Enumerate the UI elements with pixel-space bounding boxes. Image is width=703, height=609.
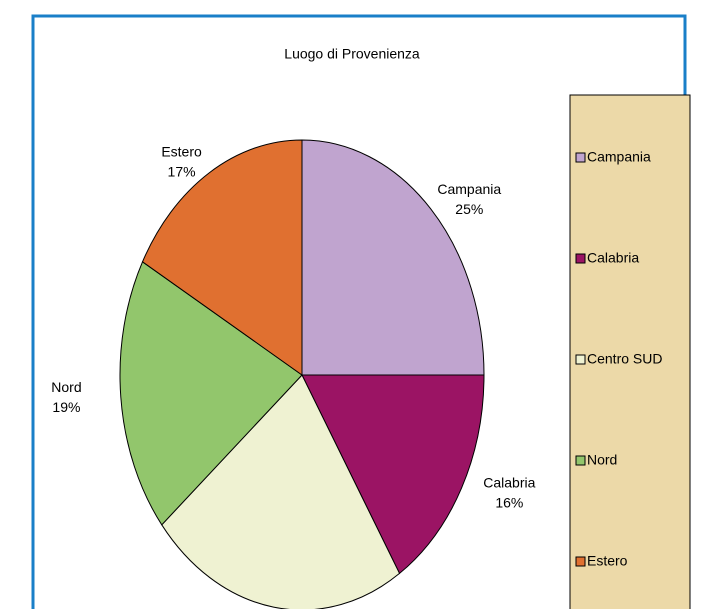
legend-swatch	[575, 354, 586, 365]
legend-box	[569, 94, 691, 609]
legend-label: Calabria	[587, 250, 639, 266]
slice-label-value: 16%	[495, 495, 523, 511]
pie-slice	[141, 139, 303, 376]
legend-swatch	[575, 455, 586, 466]
pie-slice	[119, 261, 303, 526]
slice-label-name: Calabria	[483, 475, 535, 491]
pie-slice	[161, 374, 401, 609]
slice-label-value: 19%	[52, 399, 80, 415]
slice-label-value: 25%	[455, 201, 483, 217]
legend-swatch	[575, 253, 586, 264]
chart-title: Luogo di Provenienza	[284, 46, 420, 62]
slice-label-value: 17%	[168, 163, 196, 179]
pie-slice	[301, 139, 485, 376]
legend-label: Centro SUD	[587, 351, 662, 367]
legend-swatch	[575, 152, 586, 163]
slice-label-name: Nord	[51, 379, 81, 395]
slice-label-name: Estero	[161, 143, 202, 159]
legend-swatch	[575, 556, 586, 567]
legend-label: Estero	[587, 553, 628, 569]
legend-label: Campania	[587, 149, 651, 165]
slice-label-name: Campania	[437, 181, 501, 197]
legend-label: Nord	[587, 452, 617, 468]
pie-slice	[301, 374, 485, 575]
